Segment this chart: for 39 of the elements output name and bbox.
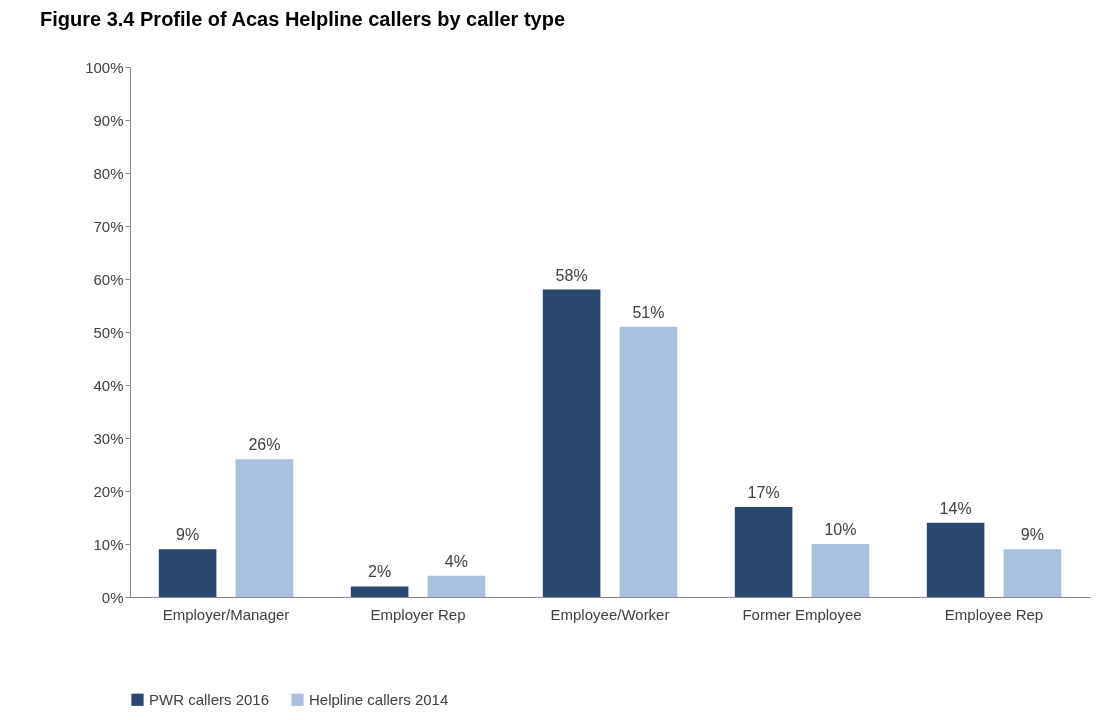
bar — [542, 289, 601, 597]
data-label: 4% — [444, 552, 468, 570]
y-tick-label: 90% — [93, 111, 124, 129]
data-label: 2% — [368, 563, 392, 581]
x-tick-label: Employer Rep — [370, 605, 466, 623]
x-tick-label: Employer/Manager — [162, 605, 290, 623]
bar — [350, 586, 409, 597]
y-tick-label: 0% — [101, 588, 124, 606]
data-label: 26% — [248, 436, 281, 454]
bar — [158, 549, 217, 597]
data-label: 51% — [632, 303, 665, 321]
x-tick-label: Employee Rep — [944, 605, 1044, 623]
data-label: 17% — [747, 483, 780, 501]
x-tick-label: Employee/Worker — [550, 605, 670, 623]
legend-label: PWR callers 2016 — [149, 690, 270, 708]
bar — [235, 459, 294, 597]
bar — [427, 575, 486, 597]
bar — [734, 506, 793, 597]
y-tick-label: 100% — [85, 58, 124, 76]
bar — [811, 544, 870, 597]
data-label: 14% — [939, 499, 972, 517]
data-label: 9% — [1020, 526, 1044, 544]
data-label: 58% — [555, 266, 588, 284]
data-label: 10% — [824, 521, 857, 538]
y-tick-label: 60% — [93, 270, 124, 288]
y-tick-label: 80% — [93, 164, 124, 182]
bar — [926, 522, 985, 597]
bar — [1003, 549, 1062, 597]
bar — [619, 326, 678, 597]
y-tick-label: 50% — [93, 323, 124, 341]
data-label: 9% — [176, 526, 200, 544]
y-tick-label: 40% — [93, 376, 124, 394]
legend-label: Helpline callers 2014 — [309, 690, 449, 708]
x-tick-label: Former Employee — [742, 605, 862, 623]
chart-title: Figure 3.4 Profile of Acas Helpline callers by caller type — [40, 8, 566, 30]
y-tick-label: 70% — [93, 217, 124, 235]
y-tick-label: 10% — [93, 535, 124, 553]
y-tick-label: 20% — [93, 482, 124, 500]
y-tick-label: 30% — [93, 429, 124, 447]
